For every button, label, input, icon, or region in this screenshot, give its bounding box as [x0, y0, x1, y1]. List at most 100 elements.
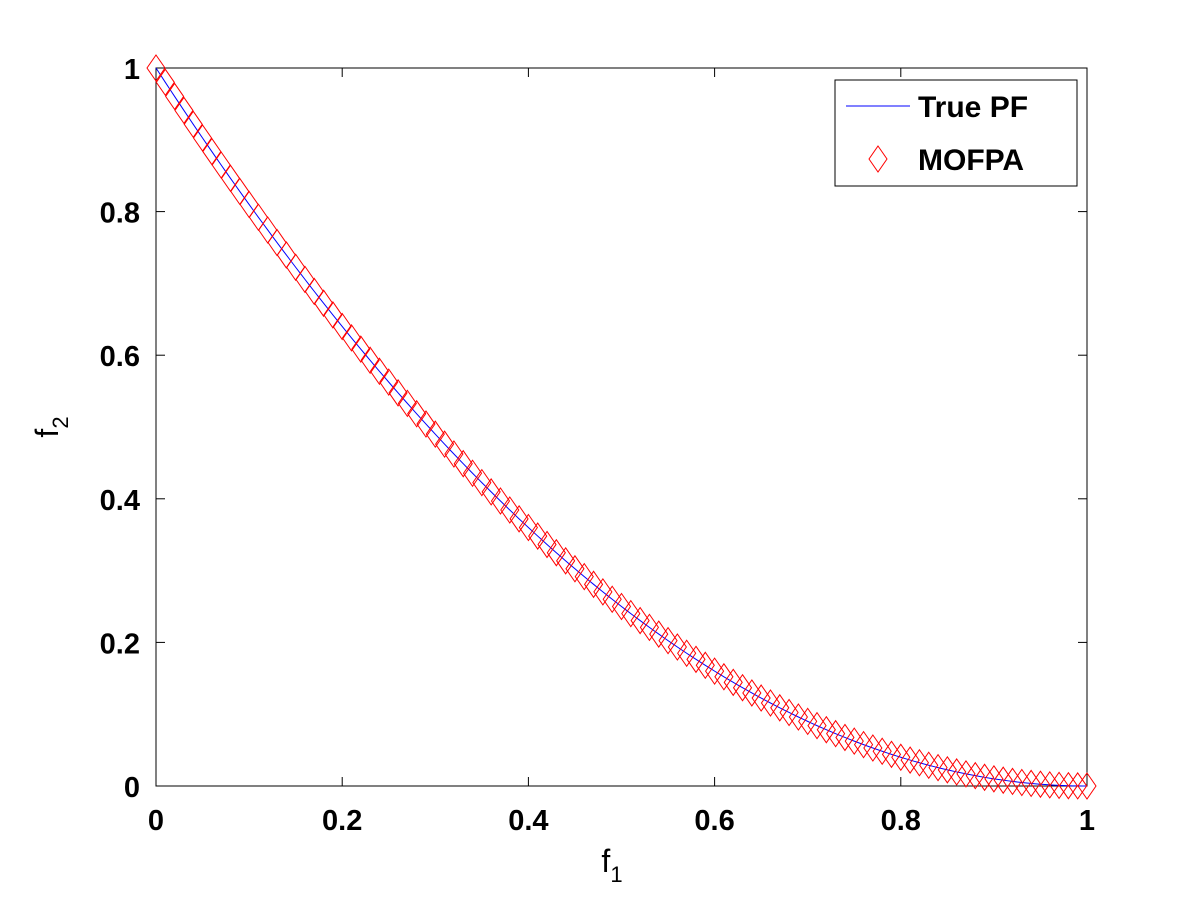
- mofpa-point: [481, 478, 501, 506]
- mofpa-point: [965, 761, 985, 790]
- mofpa-point: [704, 657, 725, 685]
- mofpa-point: [742, 679, 762, 707]
- axes-box: [155, 67, 1088, 787]
- y-tick-label: 0.2: [100, 628, 140, 660]
- mofpa-point: [686, 645, 706, 674]
- mofpa-point: [444, 440, 464, 468]
- x-tick-label: 0.2: [322, 805, 362, 837]
- mofpa-point: [388, 378, 408, 407]
- mofpa-point: [369, 357, 390, 386]
- mofpa-point: [602, 585, 622, 614]
- legend: True PF MOFPA: [834, 79, 1078, 187]
- mofpa-point: [984, 764, 1004, 793]
- mofpa-point: [714, 662, 734, 691]
- legend-true-pf-label: True PF: [918, 91, 1028, 124]
- x-tick-label: 1: [1079, 805, 1095, 837]
- mofpa-point: [258, 216, 278, 244]
- mofpa-point: [537, 530, 557, 559]
- series-layer: [146, 54, 1097, 800]
- mofpa-point: [732, 673, 753, 702]
- mofpa-point: [379, 368, 399, 397]
- mofpa-point: [155, 68, 175, 97]
- mofpa-point: [165, 82, 185, 111]
- legend-mofpa-label: MOFPA: [918, 144, 1024, 177]
- mofpa-point: [462, 459, 483, 488]
- mofpa-point: [1021, 769, 1041, 798]
- x-tick-label: 0.6: [694, 805, 734, 837]
- mofpa-point: [993, 766, 1013, 795]
- mofpa-point: [546, 538, 566, 567]
- mofpa-point: [611, 592, 632, 621]
- mofpa-point: [397, 389, 417, 418]
- mofpa-point: [956, 759, 976, 788]
- mofpa-point: [407, 399, 427, 428]
- mofpa-point: [574, 562, 594, 591]
- mofpa-point: [639, 613, 660, 642]
- mofpa-point: [490, 487, 511, 515]
- mofpa-point: [881, 740, 902, 769]
- mofpa-point: [630, 606, 650, 635]
- mofpa-point: [146, 54, 166, 82]
- x-axis-label: f1: [601, 843, 622, 887]
- mofpa-point: [425, 420, 445, 449]
- mofpa-point: [341, 324, 362, 352]
- mofpa-point: [1002, 767, 1023, 796]
- mofpa-point: [658, 626, 678, 655]
- mofpa-point: [351, 335, 371, 364]
- mofpa-point: [360, 346, 380, 375]
- mofpa-point: [518, 513, 539, 542]
- mofpa-point: [583, 570, 604, 599]
- mofpa-point: [416, 410, 436, 438]
- mofpa-point: [183, 110, 203, 139]
- mofpa-point: [332, 312, 352, 341]
- mofpa-point: [937, 755, 957, 784]
- x-tick-label: 0.8: [881, 805, 921, 837]
- mofpa-point: [528, 522, 548, 550]
- mofpa-point: [928, 753, 948, 782]
- y-tick-label: 0.4: [100, 485, 140, 517]
- mofpa-point: [695, 651, 715, 680]
- mofpa-point: [295, 265, 315, 294]
- mofpa-point: [276, 241, 296, 269]
- y-tick-label: 0.8: [100, 198, 140, 230]
- mofpa-point: [593, 577, 613, 606]
- y-tick-label: 1: [124, 54, 140, 86]
- legend-mofpa-swatch: [868, 145, 888, 173]
- tick-labels: 0 0.2 0.4 0.6 0.8 1 0 0.2 0.4 0.6 0.8 1: [100, 54, 1095, 837]
- mofpa-point: [947, 758, 967, 786]
- mofpa-point: [760, 689, 781, 717]
- mofpa-point: [453, 449, 473, 478]
- mofpa-point: [565, 554, 585, 583]
- mofpa-point: [267, 228, 287, 257]
- mofpa-point: [621, 599, 641, 628]
- mofpa-point: [909, 748, 930, 777]
- mofpa-point: [323, 301, 343, 329]
- mofpa-point: [472, 468, 492, 497]
- mofpa-point: [919, 751, 939, 780]
- mofpa-point: [1049, 771, 1069, 800]
- series-true-pf-line: [155, 67, 1088, 787]
- mofpa-point: [1058, 771, 1078, 800]
- mofpa-point: [174, 96, 194, 125]
- mofpa-point: [751, 684, 771, 712]
- mofpa-point: [723, 668, 743, 697]
- mofpa-point: [891, 743, 911, 772]
- mofpa-point: [1040, 770, 1060, 799]
- mofpa-point: [556, 546, 576, 575]
- mofpa-point: [667, 633, 687, 661]
- mofpa-point: [900, 746, 920, 774]
- mofpa-point: [509, 504, 529, 533]
- y-tick-label: 0.6: [100, 341, 140, 373]
- mofpa-point: [500, 496, 520, 524]
- mofpa-point: [1077, 772, 1097, 800]
- x-tick-label: 0.4: [508, 805, 548, 837]
- mofpa-point: [313, 289, 334, 318]
- mofpa-point: [304, 277, 324, 306]
- mofpa-point: [1012, 768, 1032, 797]
- mofpa-point: [677, 639, 697, 668]
- plot-area: [146, 54, 1097, 800]
- y-axis-label: f2: [29, 416, 73, 437]
- mofpa-point: [192, 124, 213, 152]
- x-tick-label: 0: [148, 805, 164, 837]
